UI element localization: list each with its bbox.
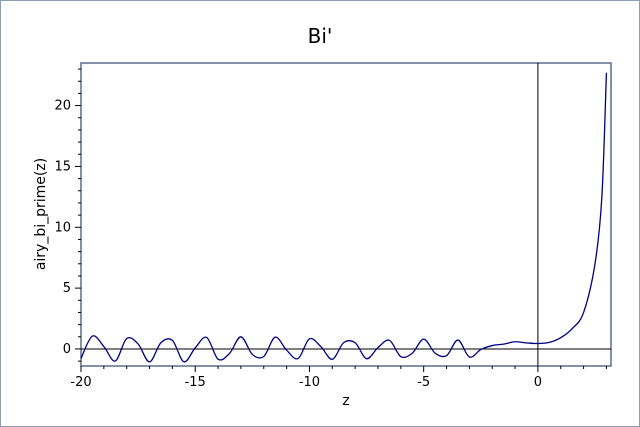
series-line [80,72,608,363]
y-tick-label: 5 [63,281,71,296]
y-tick-label: 20 [54,99,71,114]
x-tick-label: -20 [70,375,91,390]
y-tick-label: 10 [54,220,71,235]
y-tick-label: 0 [63,342,71,357]
x-axis-label: z [342,393,349,409]
x-tick-label: -10 [299,375,320,390]
y-tick-label: 15 [54,159,71,174]
x-axis: -20 -15 -10 -5 0 [70,366,607,390]
x-tick-label: -15 [185,375,206,390]
x-tick-label: 0 [534,375,542,390]
chart-title: Bi' [308,24,333,48]
series-group [80,72,608,363]
y-axis: 0 5 10 15 20 [54,68,81,362]
y-axis-label: airy_bi_prime(z) [33,158,49,270]
x-tick-label: -5 [417,375,430,390]
plot-frame [80,62,612,367]
zero-axis-lines [81,63,611,366]
